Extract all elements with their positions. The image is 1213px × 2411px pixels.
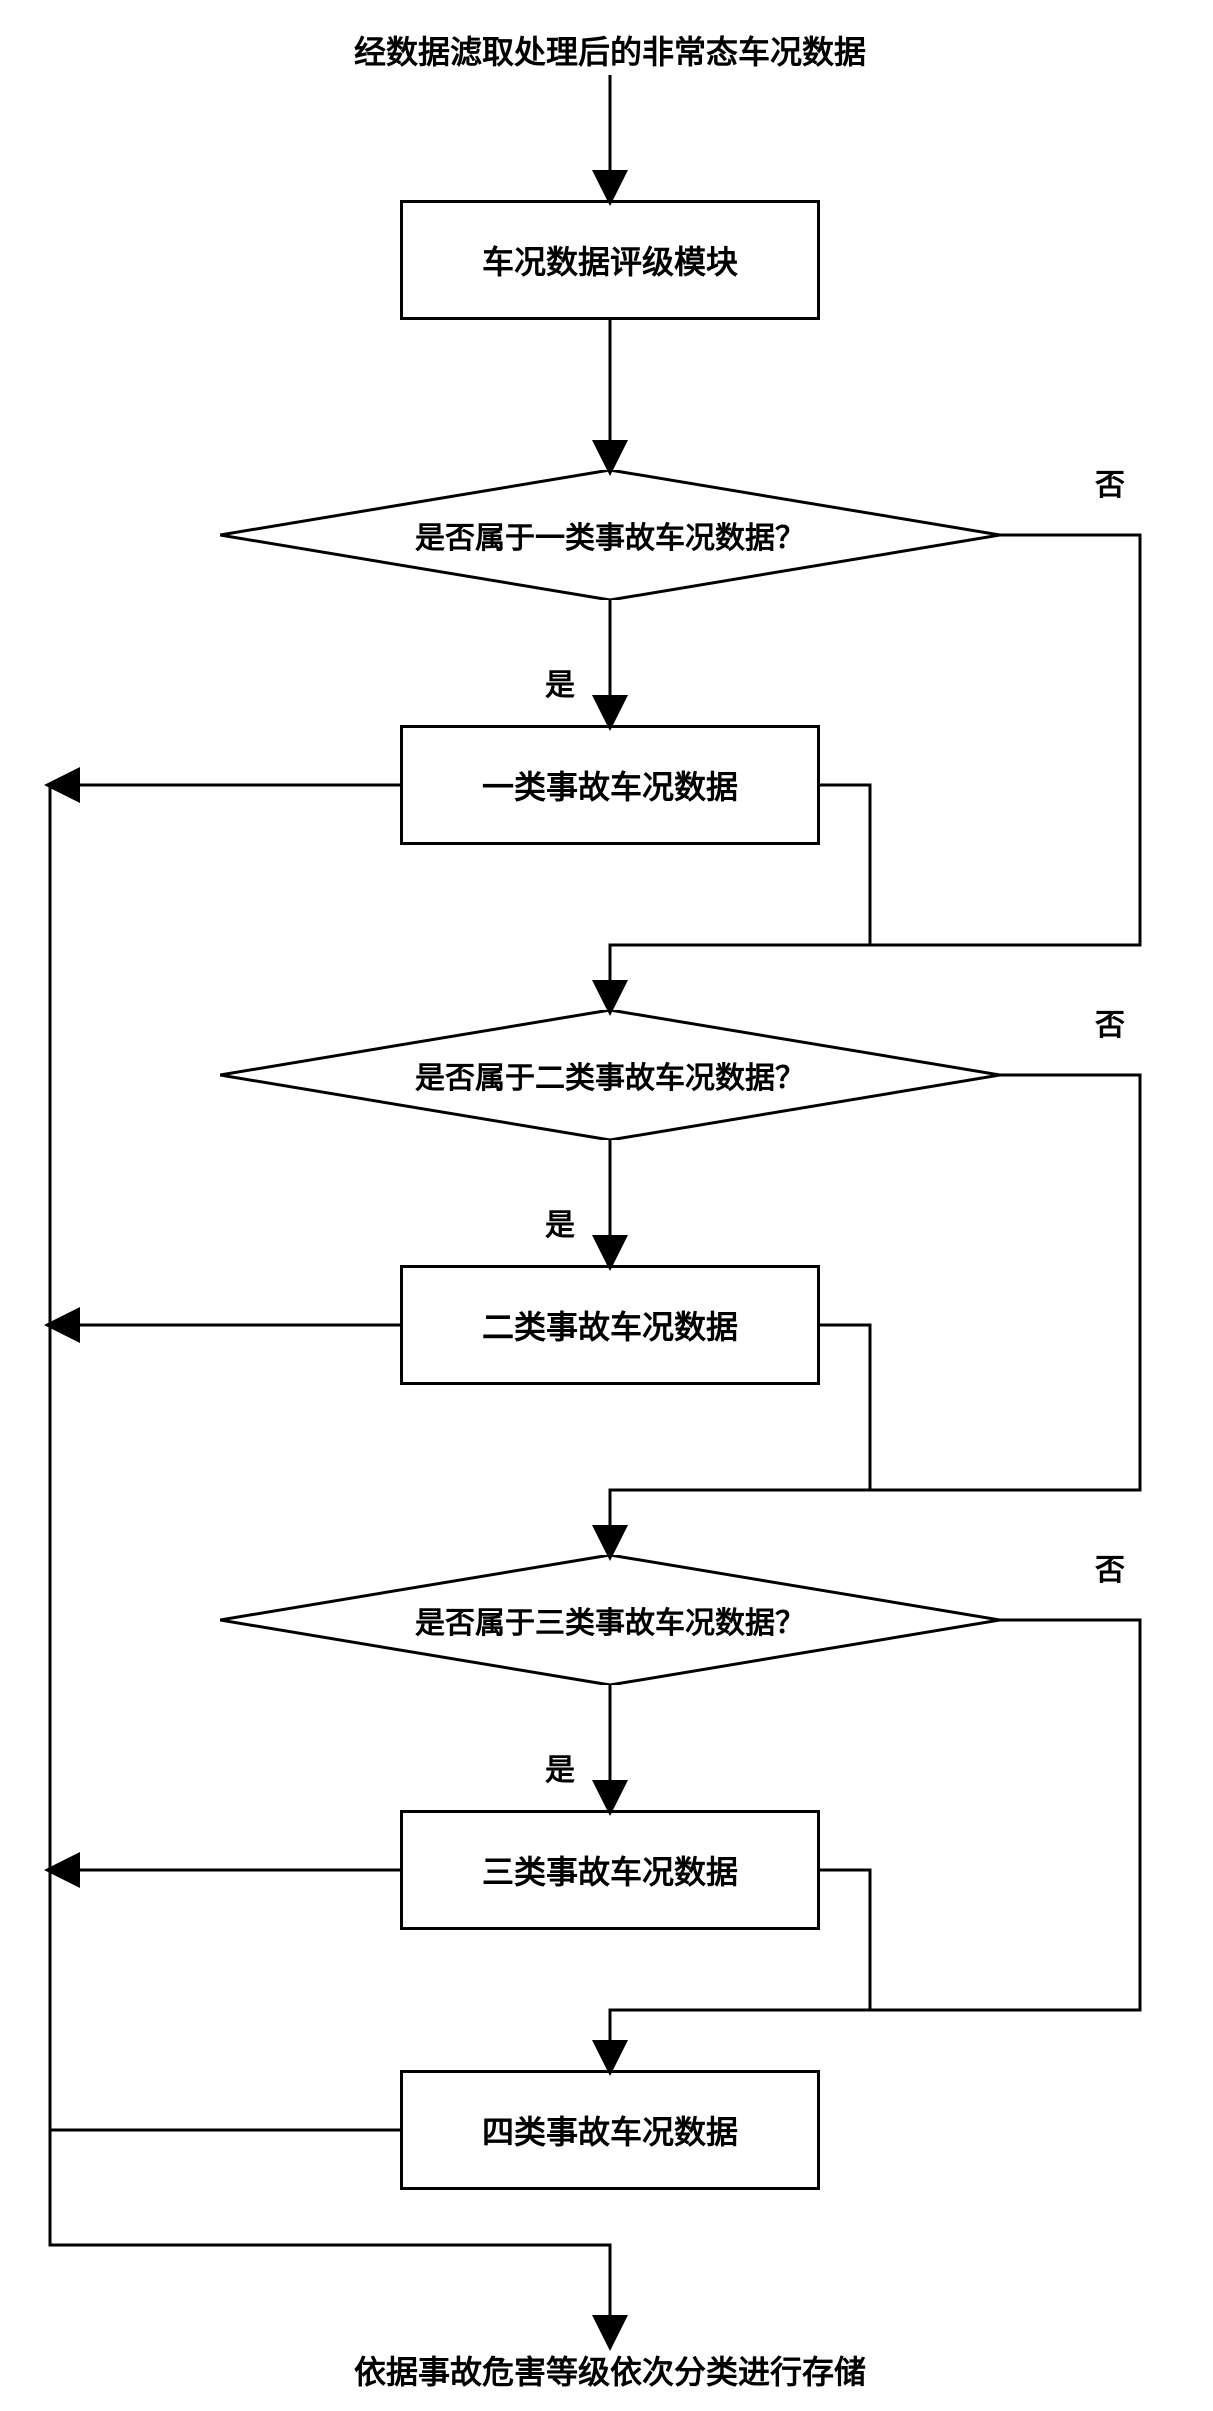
class-3-box: 三类事故车况数据 <box>400 1810 820 1930</box>
flowchart-title: 经数据滤取处理后的非常态车况数据 <box>354 27 866 73</box>
decision-1-text: 是否属于一类事故车况数据？ <box>415 513 805 557</box>
yes-label-2: 是 <box>545 1200 575 1244</box>
yes-label-3: 是 <box>545 1745 575 1789</box>
decision-1: 是否属于一类事故车况数据？ <box>220 470 1000 600</box>
rating-module-label: 车况数据评级模块 <box>482 237 738 283</box>
class-4-label: 四类事故车况数据 <box>482 2107 738 2153</box>
decision-2: 是否属于二类事故车况数据？ <box>220 1010 1000 1140</box>
decision-2-text: 是否属于二类事故车况数据？ <box>415 1053 805 1097</box>
class-1-label: 一类事故车况数据 <box>482 762 738 808</box>
decision-3-text: 是否属于三类事故车况数据？ <box>415 1598 805 1642</box>
flowchart-end: 依据事故危害等级依次分类进行存储 <box>354 2347 866 2393</box>
class-3-label: 三类事故车况数据 <box>482 1847 738 1893</box>
class-2-label: 二类事故车况数据 <box>482 1302 738 1348</box>
class-2-box: 二类事故车况数据 <box>400 1265 820 1385</box>
no-label-3: 否 <box>1095 1545 1125 1589</box>
no-label-2: 否 <box>1095 1000 1125 1044</box>
decision-3: 是否属于三类事故车况数据？ <box>220 1555 1000 1685</box>
no-label-1: 否 <box>1095 460 1125 504</box>
flowchart-connectors <box>0 0 1213 2411</box>
class-1-box: 一类事故车况数据 <box>400 725 820 845</box>
class-4-box: 四类事故车况数据 <box>400 2070 820 2190</box>
rating-module-box: 车况数据评级模块 <box>400 200 820 320</box>
yes-label-1: 是 <box>545 660 575 704</box>
